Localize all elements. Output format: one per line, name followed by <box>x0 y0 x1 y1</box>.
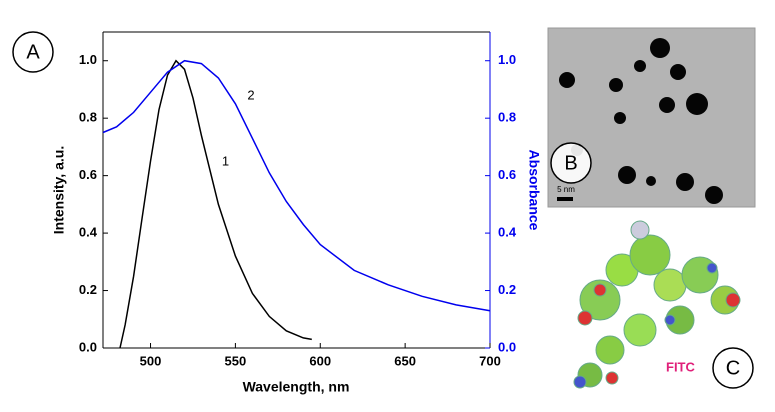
panel-circle <box>12 31 54 73</box>
series-label: 2 <box>247 87 254 102</box>
y-tick-label: 1.0 <box>79 52 97 67</box>
y2-tick-label: 0.8 <box>498 110 516 125</box>
molecule-label: FITC <box>666 359 695 374</box>
y2-tick-label: 0.0 <box>498 339 516 354</box>
y2-tick-label: 1.0 <box>498 52 516 67</box>
panel-label: B <box>564 152 577 174</box>
x-tick-label: 550 <box>225 353 247 368</box>
panel-circle <box>712 347 754 389</box>
series-line <box>119 59 312 349</box>
x-tick-label: 700 <box>479 353 501 368</box>
y-tick-label: 0.4 <box>79 225 98 240</box>
panel-label: C <box>726 357 740 379</box>
x-axis-label: Wavelength, nm <box>243 379 350 395</box>
x-tick-label: 500 <box>140 353 162 368</box>
series-line <box>102 59 491 312</box>
scale-bar-label: 5 nm <box>557 185 575 194</box>
x-tick-label: 600 <box>309 353 331 368</box>
y-tick-label: 0.2 <box>79 282 97 297</box>
y2-tick-label: 0.6 <box>498 167 516 182</box>
y-tick-label: 0.8 <box>79 110 97 125</box>
x-tick-label: 650 <box>394 353 416 368</box>
y-tick-label: 0.6 <box>79 167 97 182</box>
panel-label: A <box>26 41 40 63</box>
molecule <box>573 220 741 389</box>
series-label: 1 <box>222 153 229 168</box>
y2-axis-label: Absorbance <box>526 150 542 231</box>
y-tick-label: 0.0 <box>79 339 97 354</box>
y2-tick-label: 0.2 <box>498 282 516 297</box>
y-axis-label: Intensity, a.u. <box>51 146 67 234</box>
tem-image <box>547 27 756 208</box>
y2-tick-label: 0.4 <box>498 225 517 240</box>
